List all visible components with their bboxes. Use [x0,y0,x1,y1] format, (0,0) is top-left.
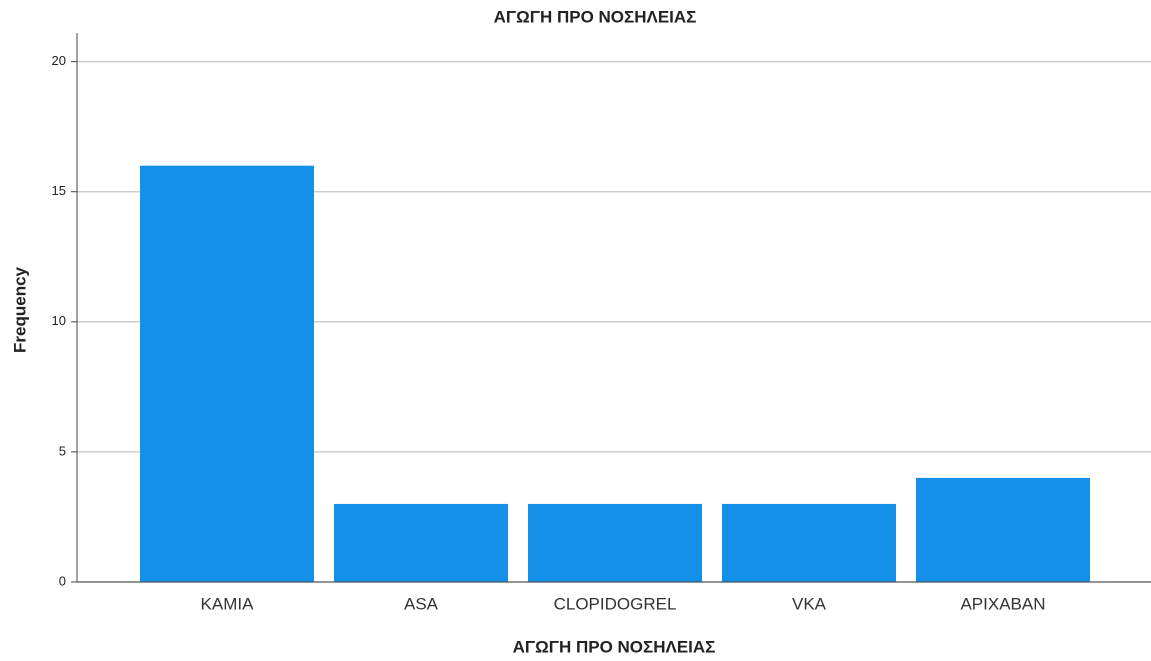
y-axis-label: Frequency [10,266,29,353]
bar [140,165,314,582]
y-tick-label: 5 [59,443,66,458]
bar [916,477,1090,582]
x-axis-label: ΑΓΩΓΗ ΠΡΟ ΝΟΣΗΛΕΙΑΣ [513,637,716,656]
chart-title: ΑΓΩΓΗ ΠΡΟ ΝΟΣΗΛΕΙΑΣ [494,7,697,26]
bar [528,503,702,582]
y-tick-label: 10 [52,313,66,328]
x-tick-label: CLOPIDOGREL [554,594,677,613]
x-tick-label: APIXABAN [960,594,1045,613]
y-tick-label: 15 [52,183,66,198]
y-tick-label: 20 [52,53,66,68]
x-tick-label: KAMIA [201,594,255,613]
y-tick-label: 0 [59,573,66,588]
x-tick-label: ASA [404,594,439,613]
bar [334,503,508,582]
bar [722,503,896,582]
x-tick-label: VKA [792,594,827,613]
